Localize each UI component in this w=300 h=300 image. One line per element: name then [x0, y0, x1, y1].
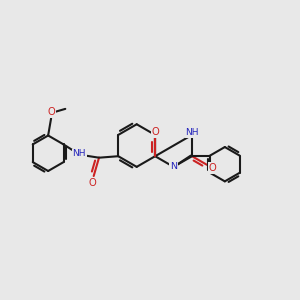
Text: NH: NH: [72, 149, 86, 158]
Text: N: N: [170, 162, 177, 171]
Text: O: O: [151, 127, 159, 137]
Text: NH: NH: [185, 128, 199, 137]
Text: O: O: [208, 163, 216, 173]
Text: O: O: [47, 107, 55, 117]
Text: O: O: [88, 178, 96, 188]
